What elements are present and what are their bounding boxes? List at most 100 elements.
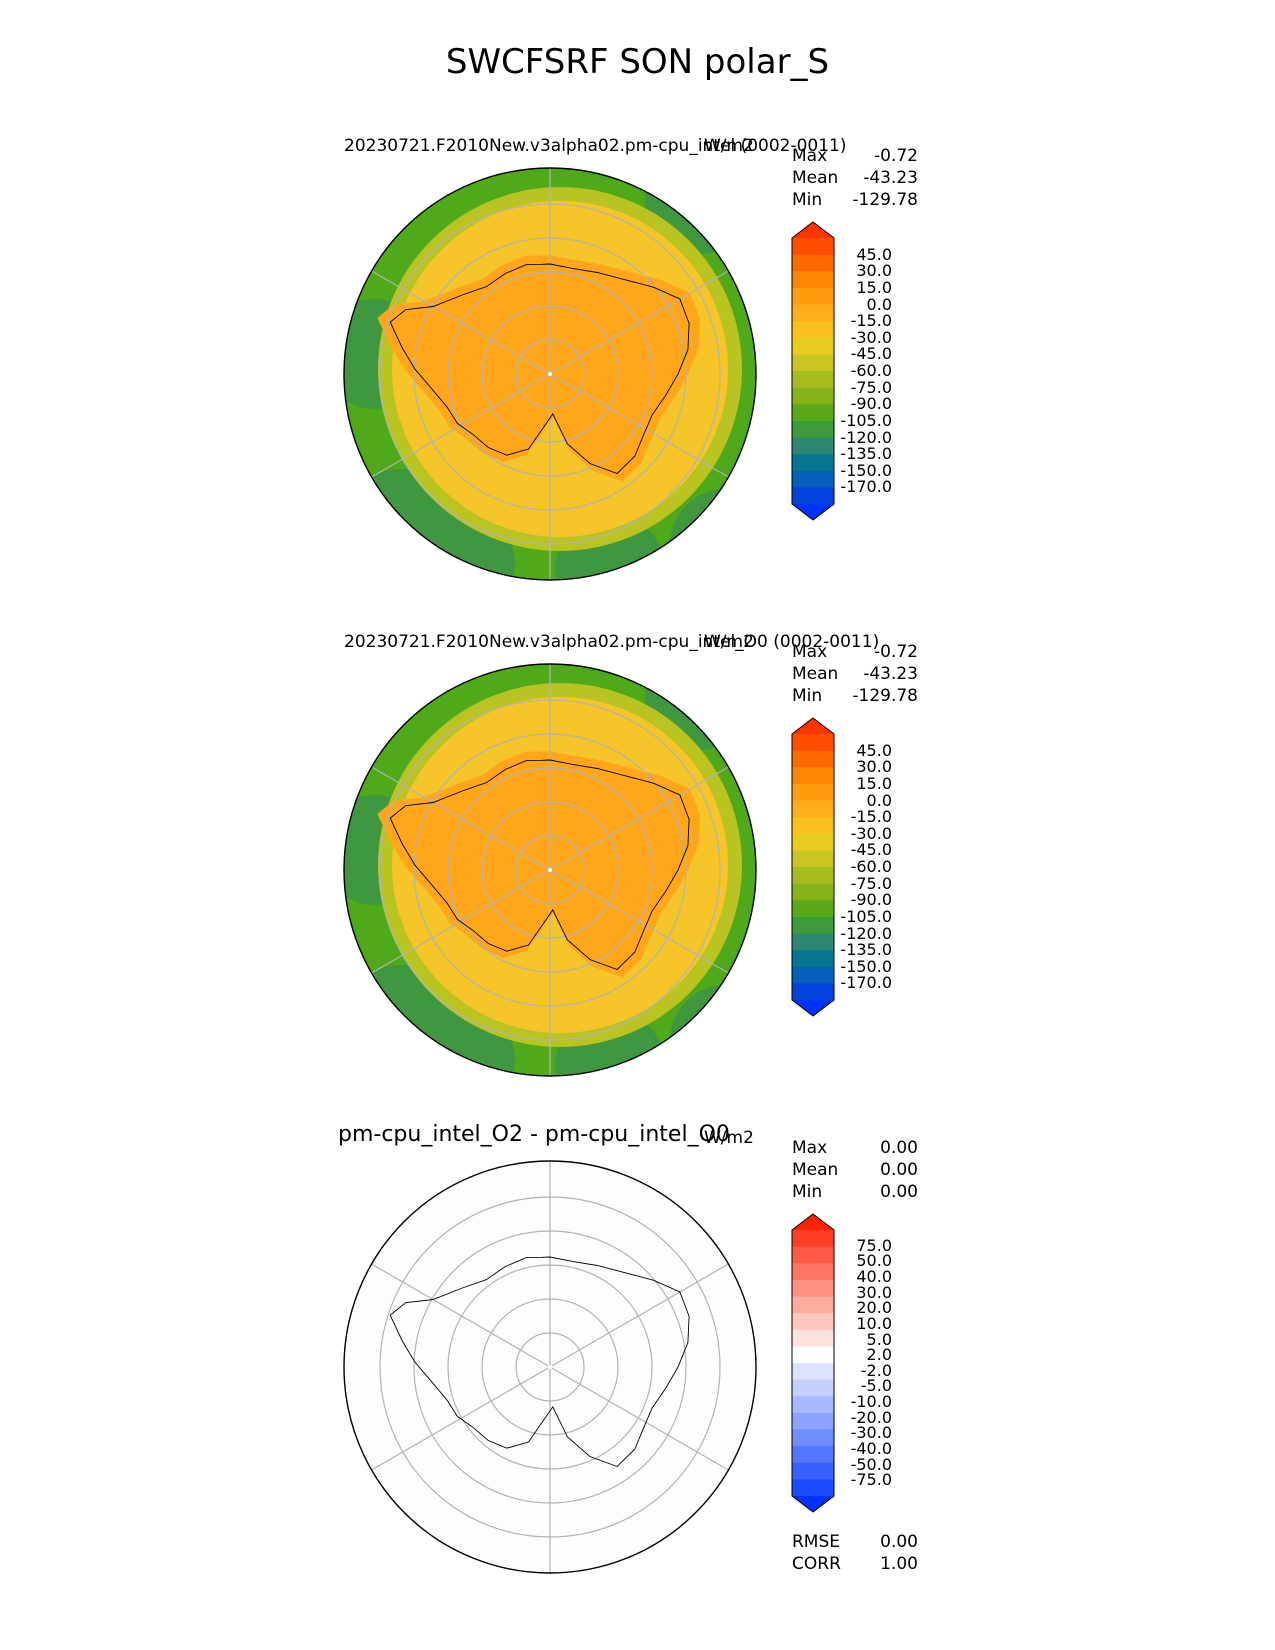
colorbar-segment (792, 404, 834, 422)
meridian-line (549, 869, 729, 974)
colorbar-tick-label: -20.0 (850, 1407, 892, 1427)
stat-mean-label-test: Mean (792, 168, 839, 188)
colorbar-segment (792, 337, 834, 355)
stat-max-value-reference: -0.72 (874, 642, 918, 662)
colorbar-extend-top (792, 222, 834, 238)
meridian-line (549, 766, 729, 871)
colorbar-reference (791, 717, 835, 1017)
colorbar-segment (792, 238, 834, 256)
colorbar-segment (792, 850, 834, 868)
colorbar-tick-label: -150.0 (840, 956, 892, 976)
map-boundary (343, 1160, 757, 1574)
stat-max-label-test: Max (792, 146, 828, 166)
meridian-line (549, 1263, 729, 1368)
colorbar-tick-label: -170.0 (840, 477, 892, 497)
colorbar-segment (792, 916, 834, 934)
colorbar-segment (792, 983, 834, 1001)
colorbar-tick-label: -135.0 (840, 940, 892, 960)
meridian-line (371, 270, 551, 375)
stat-min-label-test: Min (792, 190, 823, 210)
map-boundary (343, 167, 757, 581)
south-pole-marker (548, 868, 552, 872)
colorbar-tick-label: -120.0 (840, 923, 892, 943)
antarctica-field (377, 751, 701, 978)
colorbar-tick-label: -90.0 (850, 890, 892, 910)
colorbar-tick-label: -5.0 (860, 1376, 892, 1396)
colorbar-segment (792, 1346, 834, 1364)
south-pole-marker (548, 372, 552, 376)
corr-value: 1.00 (880, 1554, 918, 1574)
colorbar-tick-label: -150.0 (840, 460, 892, 480)
colorbar-segment (792, 817, 834, 835)
stat-mean-label-reference: Mean (792, 664, 839, 684)
colorbar-extend-top (792, 1214, 834, 1230)
colorbar-tick-label: -120.0 (840, 427, 892, 447)
colorbar-tick-label: 0.0 (866, 790, 892, 810)
antarctica-field (377, 255, 701, 482)
colorbar-segment (792, 321, 834, 339)
colorbar-segment (792, 271, 834, 289)
colorbar-segment (792, 783, 834, 801)
colorbar-segment (792, 867, 834, 885)
colorbar-segment (792, 933, 834, 951)
colorbar-segment (792, 437, 834, 455)
rmse-value: 0.00 (880, 1532, 918, 1552)
stat-max-value-test: -0.72 (874, 146, 918, 166)
colorbar-segment (792, 1313, 834, 1331)
colorbar-segment (792, 1279, 834, 1297)
stat-max-label-reference: Max (792, 642, 828, 662)
stat-min-label-reference: Min (792, 686, 823, 706)
meridian-line (549, 1366, 729, 1471)
colorbar-tick-label: -170.0 (840, 973, 892, 993)
map-boundary (343, 663, 757, 1077)
south-pole-marker (548, 1365, 552, 1369)
colorbar-tick-label: 45.0 (856, 740, 892, 760)
colorbar-segment (792, 883, 834, 901)
colorbar-segment (792, 487, 834, 505)
polar-map-test (343, 167, 757, 581)
stat-mean-label-difference: Mean (792, 1160, 839, 1180)
units-label-reference: W/m2 (704, 632, 754, 652)
meridian-line (371, 766, 551, 871)
stat-min-value-test: -129.78 (852, 190, 918, 210)
colorbar-tick-label: -15.0 (850, 311, 892, 331)
colorbar-tick-label: -2.0 (860, 1360, 892, 1380)
colorbar-tick-label: -40.0 (850, 1439, 892, 1459)
stat-min-label-difference: Min (792, 1182, 823, 1202)
colorbar-segment (792, 304, 834, 322)
colorbar-segment (792, 1363, 834, 1381)
colorbar-test (791, 221, 835, 521)
colorbar-tick-label: -90.0 (850, 394, 892, 414)
ocean-darkgreen-patch (670, 985, 756, 1076)
colorbar-tick-label: 10.0 (856, 1313, 892, 1333)
rmse-label: RMSE (792, 1532, 841, 1552)
stat-min-value-reference: -129.78 (852, 686, 918, 706)
corr-label: CORR (792, 1554, 841, 1574)
colorbar-segment (792, 1446, 834, 1464)
colorbar-tick-label: 75.0 (856, 1235, 892, 1255)
colorbar-tick-label: 40.0 (856, 1266, 892, 1286)
colorbar-segment (792, 420, 834, 438)
colorbar-tick-label: -30.0 (850, 823, 892, 843)
colorbar-segment (792, 1329, 834, 1347)
units-label-test: W/m2 (704, 136, 754, 156)
colorbar-segment (792, 287, 834, 305)
colorbar-tick-label: -60.0 (850, 361, 892, 380)
colorbar-segment (792, 1230, 834, 1248)
colorbar-segment (792, 1263, 834, 1281)
colorbar-segment (792, 371, 834, 389)
colorbar-segment (792, 966, 834, 984)
panel-title-test: 20230721.F2010New.v3alpha02.pm-cpu_intel… (344, 136, 847, 156)
colorbar-segment (792, 833, 834, 851)
colorbar-extend-top (792, 718, 834, 734)
colorbar-tick-label: -75.0 (850, 1470, 892, 1490)
colorbar-difference (791, 1213, 835, 1513)
colorbar-outline (791, 717, 835, 1017)
colorbar-segment (792, 1379, 834, 1397)
colorbar-tick-label: -45.0 (850, 344, 892, 364)
colorbar-segment (792, 387, 834, 405)
stat-mean-value-test: -43.23 (863, 168, 918, 188)
colorbar-tick-label: 5.0 (866, 1329, 892, 1349)
colorbar-segment (792, 354, 834, 372)
colorbar-segment (792, 470, 834, 488)
